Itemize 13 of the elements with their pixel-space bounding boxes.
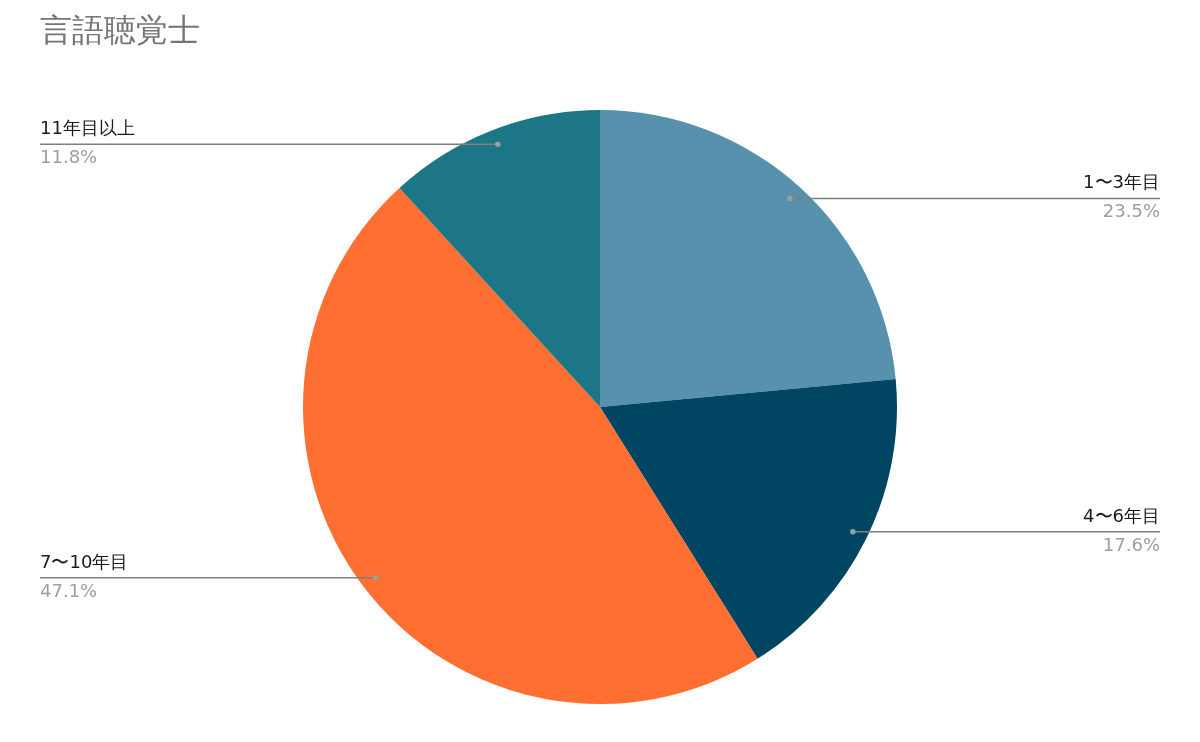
data-label: 17.6%	[1102, 533, 1160, 555]
data-label: 23.5%	[1102, 200, 1160, 222]
chart-title: 言語聴覚士	[40, 11, 200, 49]
slice-label: 1〜3年目	[1083, 171, 1160, 193]
data-label: 11.8%	[40, 146, 98, 168]
slice-label: 7〜10年目	[40, 550, 129, 572]
pie-slice	[399, 110, 600, 407]
slice-label: 4〜6年目	[1083, 504, 1160, 526]
pie-slice	[600, 379, 897, 659]
data-label: 47.1%	[40, 579, 98, 601]
slice-label: 11年目以上	[40, 117, 135, 139]
pie-slice	[600, 110, 896, 407]
pie-slice	[303, 187, 758, 704]
